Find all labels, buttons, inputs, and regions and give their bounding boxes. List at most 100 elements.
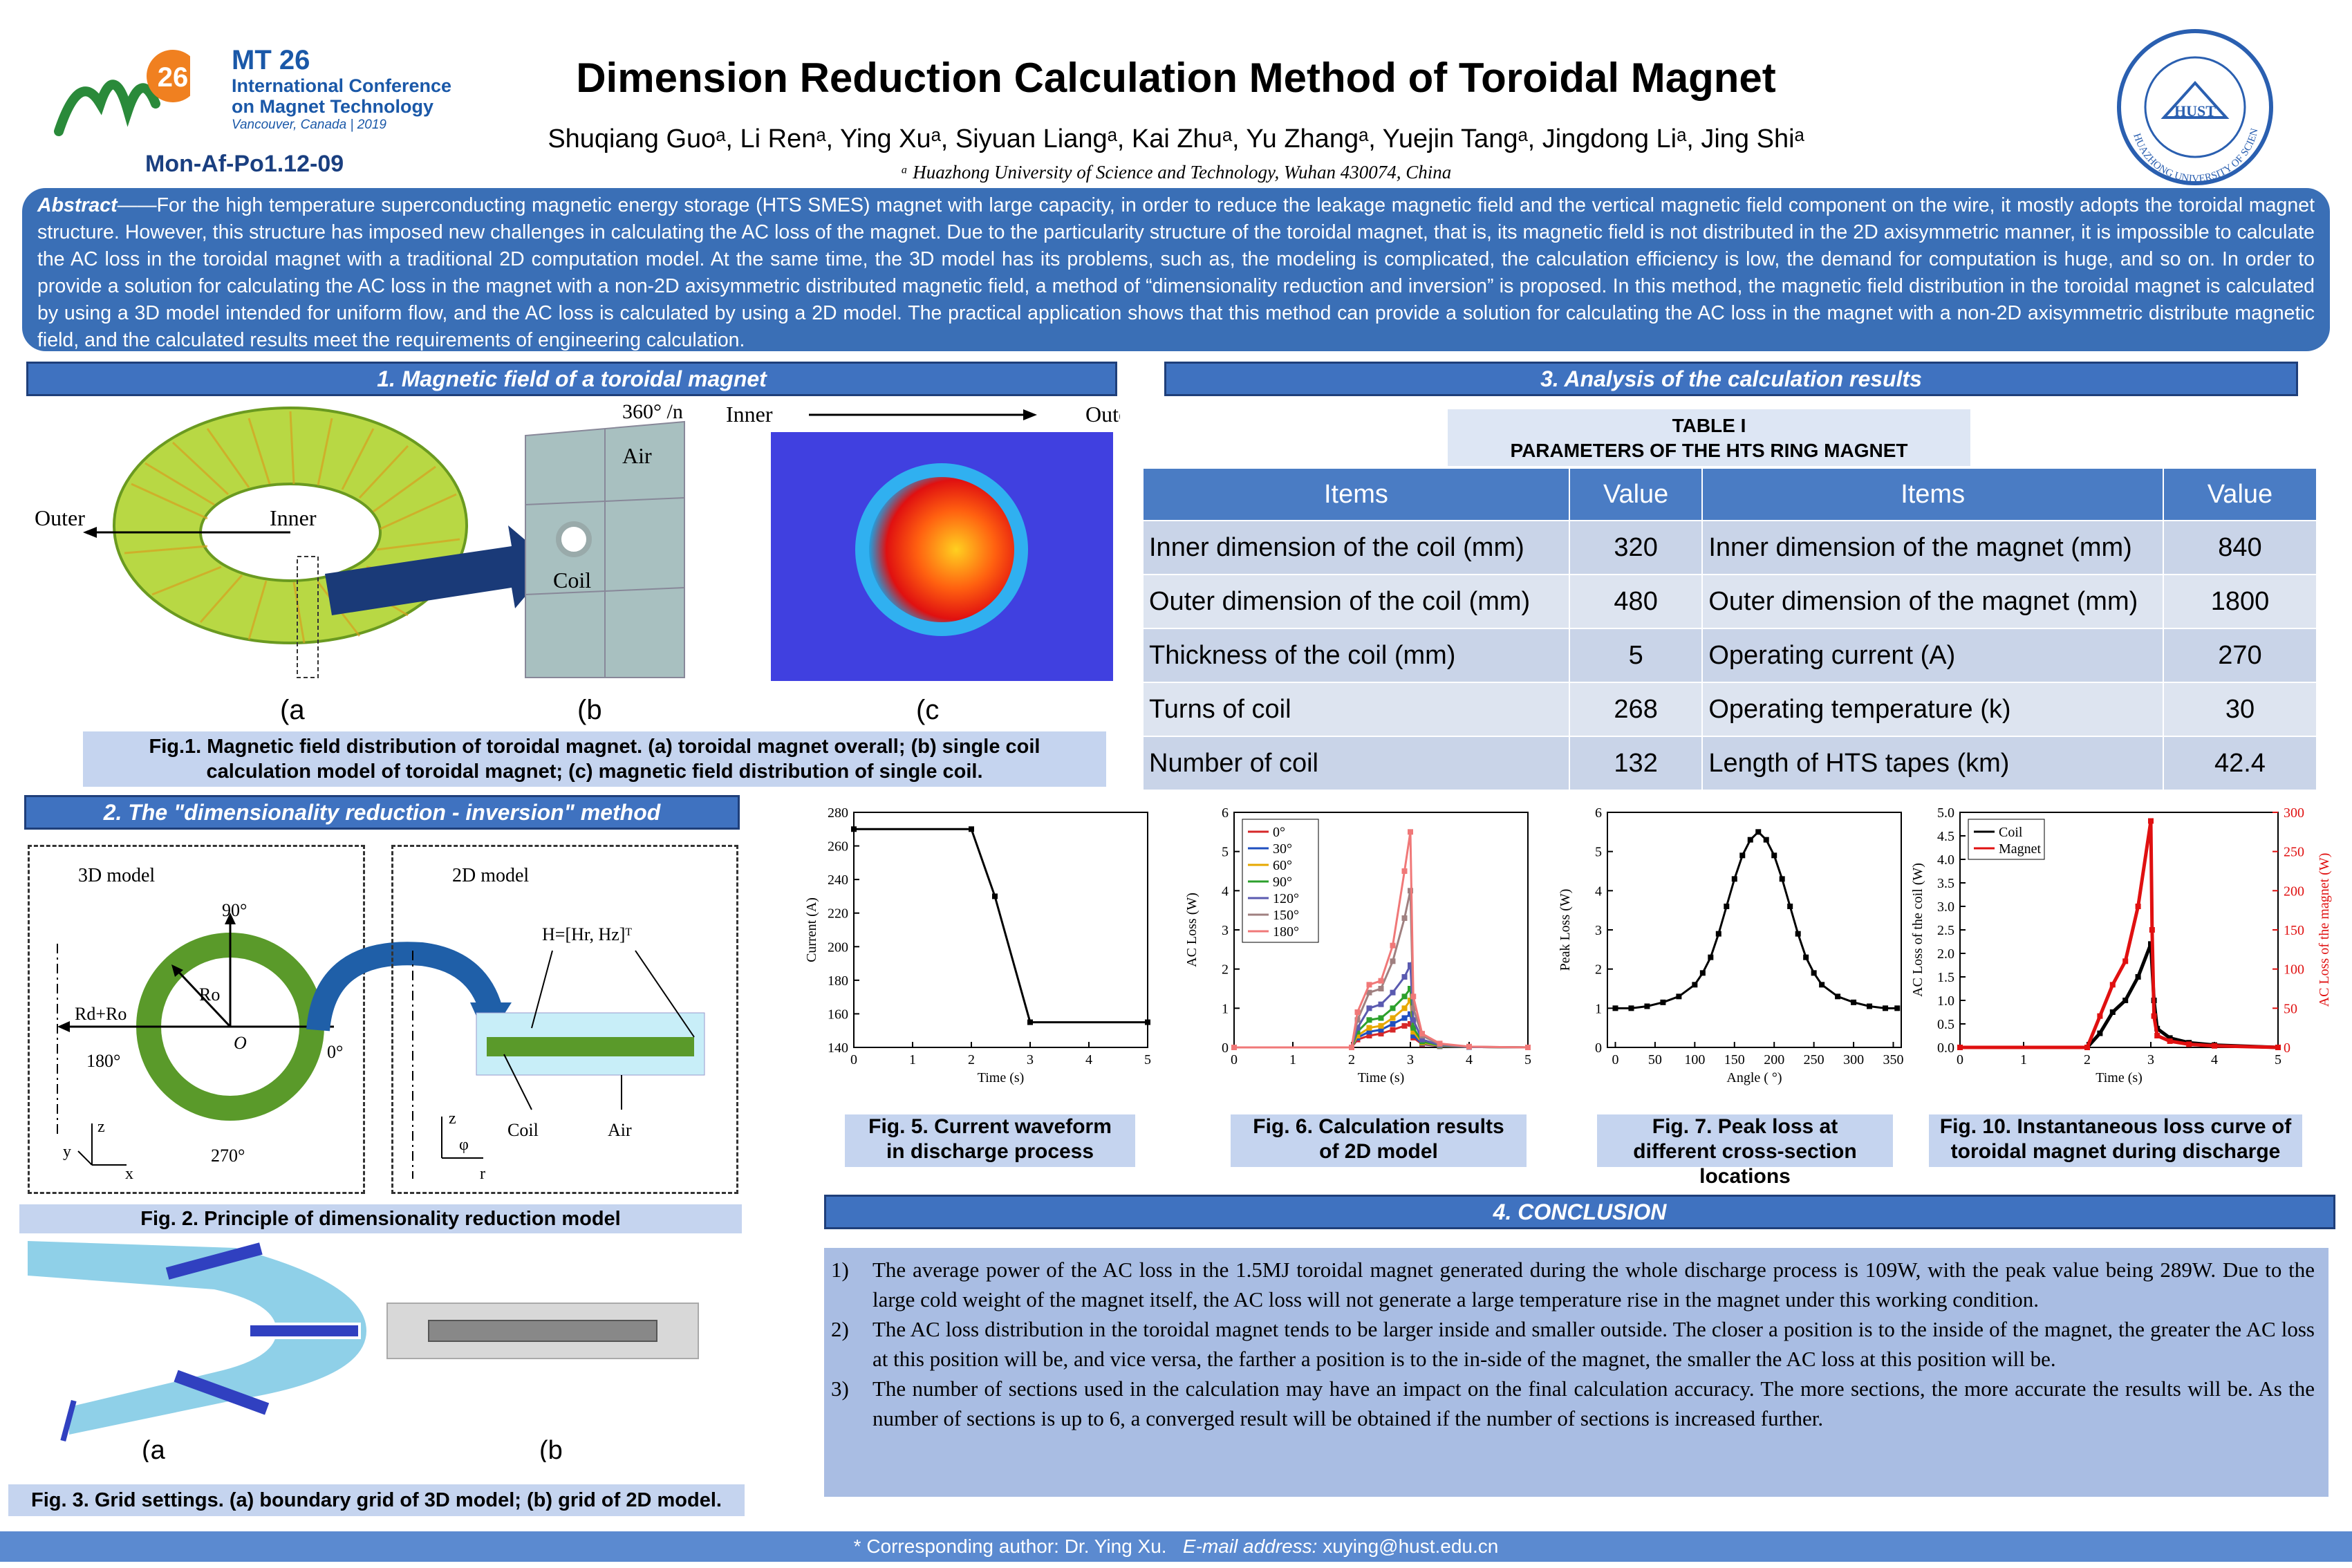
y-tick-label: 2.5 [1937,923,1954,938]
data-point [2084,1045,2090,1050]
parameters-table: Items Value Items Value Inner dimension … [1142,467,2318,791]
col-value-2: Value [2162,467,2318,521]
x-tick-label: 0 [1231,1052,1238,1067]
conf-line3: Vancouver, Canada | 2019 [232,118,386,132]
x-tick-label: 0 [1612,1052,1618,1067]
legend-label: 120° [1273,891,1299,906]
fig5-chart: 0 1 2 3 4 5 140 160 180 200 220 240 260 280 Time (s) Cu… [804,805,1151,1085]
fig7-caption: Fig. 7. Peak loss at different cross-sec… [1597,1114,1893,1188]
data-point [1354,1033,1361,1038]
poster-title: Dimension Reduction Calculation Method o… [576,55,1776,101]
y-tick-label: 240 [828,872,848,888]
data-point [2186,1041,2192,1047]
x-tick-label: 4 [2211,1052,2218,1067]
x-tick-label: 250 [1804,1052,1824,1067]
data-point [1401,993,1408,1000]
data-point [1410,1029,1417,1035]
data-point [1795,931,1801,937]
data-point [1401,974,1408,980]
fig1-svg: Outer Inner Air Coil 360° /n Inner Outer… [35,400,1136,725]
data-point [2122,958,2129,964]
x-tick-label: 2 [968,1052,975,1067]
data-point [1724,904,1730,909]
data-point [1390,942,1396,949]
y-axis-label: AC Loss of the coil (W) [1910,863,1925,997]
svg-text:26: 26 [158,62,189,93]
x-tick-label: 50 [1648,1052,1662,1067]
y-axis-label: Current (A) [804,897,819,962]
y-tick-label: 4.5 [1937,829,1954,844]
footer-email[interactable]: xuying@hust.edu.cn [1323,1536,1499,1557]
cell: Outer dimension of the magnet (mm) [1701,574,2164,629]
data-point [1231,1045,1237,1050]
cell: Inner dimension of the coil (mm) [1142,520,1570,575]
y-tick-label: 200 [828,940,848,955]
y-tick-label: 2 [1222,962,1229,978]
data-point [1739,852,1746,859]
cell: Outer dimension of the coil (mm) [1142,574,1570,629]
y-tick-label: 6 [1222,805,1229,821]
y-right-tick-label: 150 [2284,923,2304,938]
angle-0-label: 0° [327,1042,343,1062]
data-point [1771,852,1777,859]
field-vector-label: H=[Hr, Hz]ᵀ [542,924,632,944]
axis-y-label: y [63,1143,71,1161]
angle-180-label: 180° [86,1051,120,1071]
y-tick-label: 3.5 [1937,876,1954,891]
section3-heading: 3. Analysis of the calculation results [1164,362,2298,396]
model-2d-panel: 2D model H=[Hr, Hz]ᵀ Coil Air z φ r [391,845,738,1194]
data-point [2167,1038,2173,1044]
data-point [1644,1003,1650,1009]
cell: 268 [1568,682,1704,737]
y-tick-label: 0.0 [1937,1040,1954,1056]
y-tick-label: 6 [1595,805,1602,821]
x-tick-label: 2 [1348,1052,1355,1067]
x-tick-label: 5 [2275,1052,2281,1067]
y-tick-label: 1.0 [1937,993,1954,1009]
data-point [1692,982,1698,988]
conf-line2: on Magnet Technology [232,96,433,117]
data-point [1731,876,1737,882]
logo-num: 26 [279,45,310,75]
data-point [1410,993,1417,1000]
data-point [1612,1005,1618,1011]
data-point [1378,978,1384,984]
fig1-c-label: (c [916,695,939,725]
y-right-tick-label: 100 [2284,962,2304,978]
y-right-tick-label: 250 [2284,845,2304,860]
data-point [1378,1001,1384,1007]
cell: 270 [2162,628,2318,683]
y-tick-label: 180 [828,973,848,989]
data-point [1354,1009,1361,1015]
data-point [1811,970,1817,976]
y-right-tick-label: 200 [2284,884,2304,899]
fig1-air-label: Air [622,443,652,468]
coil-2d-label: Coil [507,1120,539,1140]
data-point [1835,993,1841,1000]
data-point [1390,1021,1396,1027]
cell: Turns of coil [1142,682,1570,737]
fig1-b-label: (b [577,695,602,725]
data-point [1883,1005,1889,1011]
table-title: TABLE I PARAMETERS OF THE HTS RING MAGNE… [1448,409,1970,466]
fig3-svg: (a (b [28,1241,699,1465]
y-tick-label: 0 [1595,1040,1602,1056]
data-point [1401,915,1408,921]
y-tick-label: 220 [828,906,848,922]
legend-label: 60° [1273,858,1292,873]
data-point [1660,999,1666,1005]
cell: 840 [2162,520,2318,575]
table-row: Outer dimension of the coil (mm) 480 Outer… [1142,574,2318,629]
item-text: The number of sections used in the calcu… [872,1376,2315,1430]
data-point [1390,1027,1396,1033]
data-point [2122,998,2129,1003]
x-tick-label: 3 [1027,1052,1034,1067]
x-tick-label: 4 [1466,1052,1473,1067]
data-point [1408,986,1413,991]
data-point [1408,962,1413,968]
data-point [1699,970,1706,976]
fig10-chart: 0 1 2 3 4 5 0.0 0.5 1.0 1.5 2.0 2.5 3.0 3.5 4.0 4.5 5.0 0… [1910,805,2332,1085]
legend-label: 0° [1273,825,1285,840]
col-items-2: Items [1701,467,2164,521]
data-point [1755,829,1762,835]
